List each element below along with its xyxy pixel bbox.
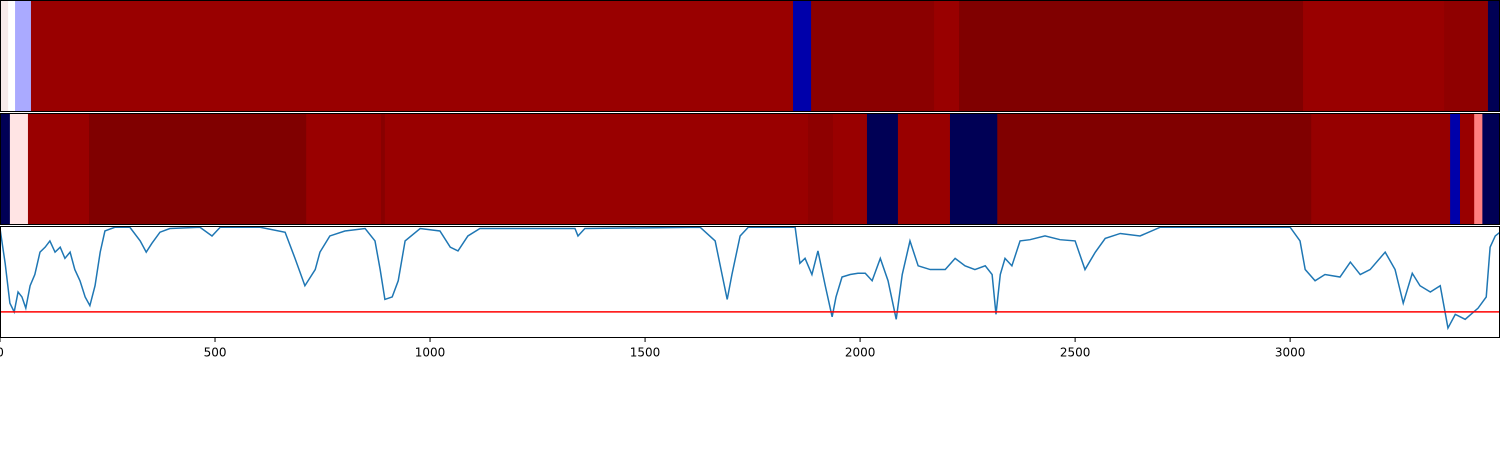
- strip-segment: [1487, 0, 1500, 112]
- strip-segment: [27, 113, 90, 225]
- strip-segment: [949, 113, 998, 225]
- strip-segment: [306, 113, 382, 225]
- panel-background: [0, 226, 1500, 338]
- strip-segment: [381, 113, 386, 225]
- strip-segment: [866, 113, 899, 225]
- x-tick-label: 0: [0, 346, 4, 360]
- strip-segment: [1444, 0, 1489, 112]
- strip-segment: [1303, 0, 1445, 112]
- strip-segment: [9, 113, 29, 225]
- strip-segment: [384, 113, 809, 225]
- strip-segment: [832, 113, 868, 225]
- strip-segment: [15, 0, 32, 112]
- strip-segment: [8, 0, 16, 112]
- strip-segment: [897, 113, 951, 225]
- strip-segment: [1450, 113, 1461, 225]
- x-tick-label: 1500: [630, 346, 661, 360]
- strip-segment: [1460, 113, 1475, 225]
- strip-segment: [1482, 113, 1500, 225]
- strip-segment: [89, 113, 307, 225]
- strip-segment: [959, 0, 1304, 112]
- x-tick-label: 3000: [1275, 346, 1306, 360]
- strip-segment: [1474, 113, 1483, 225]
- line-series: [0, 226, 1500, 331]
- strip-segment: [934, 0, 960, 112]
- strip-segment: [1311, 113, 1451, 225]
- strip-segment: [30, 0, 794, 112]
- strip-segment: [811, 0, 935, 112]
- x-tick-label: 500: [204, 346, 227, 360]
- x-tick-label: 1000: [415, 346, 446, 360]
- x-tick-label: 2000: [845, 346, 876, 360]
- strip-segment: [808, 113, 834, 225]
- x-tick-label: 2500: [1060, 346, 1091, 360]
- strip-segment: [0, 113, 11, 225]
- strip-segment: [793, 0, 812, 112]
- strip-segment: [997, 113, 1312, 225]
- strip-segment: [0, 0, 9, 112]
